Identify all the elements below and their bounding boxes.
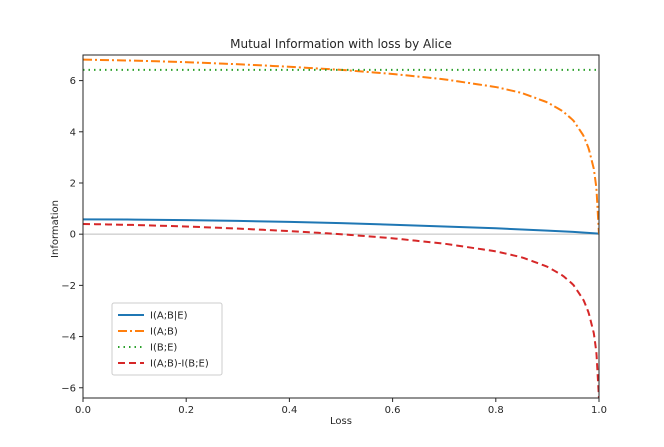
y-axis-label: Information [50, 200, 61, 258]
legend-label-1: I(A;B|E) [150, 311, 188, 322]
y-tick-label: 6 [70, 76, 76, 87]
series-line-1 [83, 218, 599, 235]
x-tick-label: 0.2 [178, 405, 194, 416]
legend-box [111, 302, 223, 376]
legend-label-3: I(B;E) [150, 343, 177, 354]
x-tick-label: 0.8 [488, 405, 504, 416]
x-tick-label: 0.6 [385, 405, 401, 416]
y-axis: −6 −4 −2 0 2 4 6 [61, 76, 83, 394]
y-tick-label: 2 [70, 178, 76, 189]
y-tick-label: −2 [61, 281, 76, 292]
series-line-4 [83, 222, 599, 398]
y-tick-label: 4 [70, 127, 76, 138]
x-tick-label: 1.0 [591, 405, 607, 416]
legend: I(A;B|E) I(A;B) I(B;E) I(A;B)-I(B;E) [111, 302, 223, 376]
series-line-2 [83, 58, 599, 235]
x-tick-label: 0.0 [75, 405, 91, 416]
y-tick-label: −4 [61, 332, 76, 343]
x-axis: 0.0 0.2 0.4 0.6 0.8 1.0 [75, 398, 607, 416]
chart-title: Mutual Information with loss by Alice [230, 37, 452, 51]
x-tick-label: 0.4 [281, 405, 297, 416]
y-tick-label: 0 [70, 230, 76, 241]
plot-area [82, 54, 600, 399]
plot-frame [82, 54, 600, 399]
legend-label-2: I(A;B) [150, 327, 178, 338]
y-tick-label: −6 [61, 383, 76, 394]
x-axis-label: Loss [330, 416, 352, 427]
legend-label-4: I(A;B)-I(B;E) [150, 359, 209, 370]
